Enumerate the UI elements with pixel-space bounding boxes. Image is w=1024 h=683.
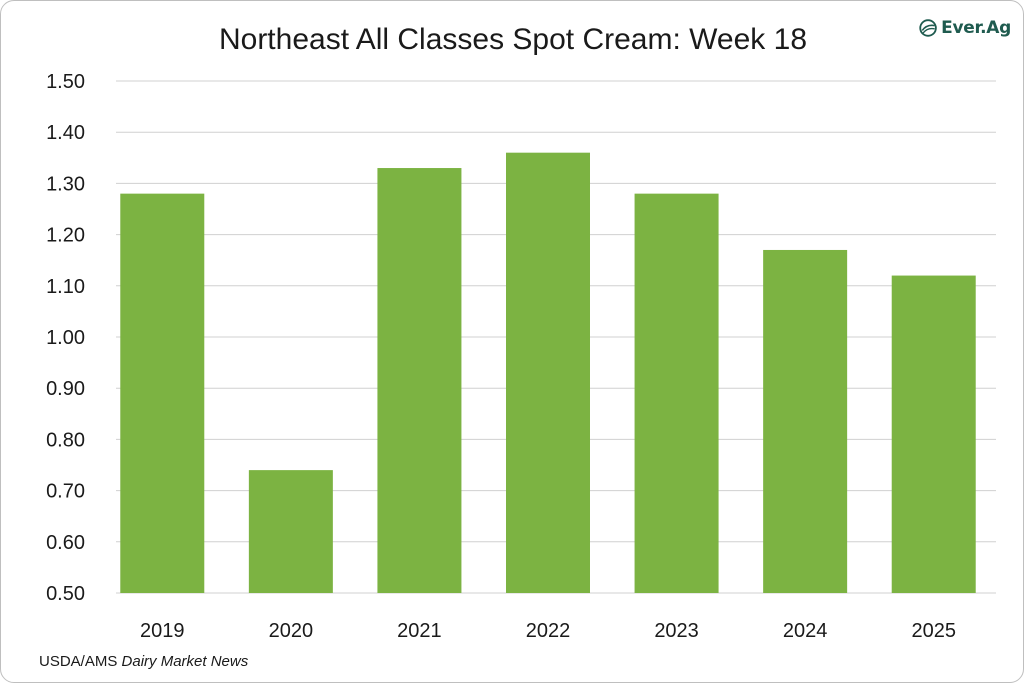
y-axis-ticks: 0.50 0.60 0.70 0.80 0.90 1.00 1.10 1.20 1.30 1.40… <box>46 71 85 605</box>
source-prefix: USDA/AMS <box>39 653 118 670</box>
y-tick-label: 1.50 <box>46 71 85 93</box>
y-tick-label: 1.00 <box>46 327 85 349</box>
y-tick-label: 1.10 <box>46 276 85 298</box>
logo-text: Ever.Ag <box>941 18 1011 38</box>
x-tick-label: 2022 <box>526 620 571 641</box>
bar-2025 <box>891 275 976 593</box>
y-tick-label: 0.80 <box>46 429 85 451</box>
bar-2023 <box>634 193 719 593</box>
ever-ag-leaf-icon <box>919 19 937 37</box>
y-tick-label: 1.30 <box>46 173 85 195</box>
x-tick-label: 2021 <box>397 620 442 641</box>
y-tick-label: 0.50 <box>46 583 85 605</box>
bar-2022 <box>506 152 590 593</box>
x-tick-label: 2020 <box>269 620 314 641</box>
x-axis-ticks: 2019 2020 2021 2022 2023 2024 2025 <box>140 620 956 641</box>
source-note: USDA/AMS Dairy Market News <box>39 653 248 670</box>
y-tick-label: 0.90 <box>46 378 85 400</box>
x-tick-label: 2023 <box>654 620 699 641</box>
bar-2019 <box>120 193 205 593</box>
y-tick-label: 1.20 <box>46 225 85 247</box>
x-tick-label: 2024 <box>783 620 828 641</box>
bar-chart: 0.50 0.60 0.70 0.80 0.90 1.00 1.10 1.20 1.30 1.40… <box>46 71 996 641</box>
source-publication: Dairy Market News <box>121 653 249 670</box>
y-tick-label: 0.70 <box>46 481 85 503</box>
x-tick-label: 2019 <box>140 620 185 641</box>
ever-ag-logo: Ever.Ag <box>919 15 1011 41</box>
bar-2024 <box>763 249 848 593</box>
bar-2021 <box>377 168 462 594</box>
y-tick-label: 0.60 <box>46 532 85 554</box>
y-tick-label: 1.40 <box>46 122 85 144</box>
x-tick-label: 2025 <box>911 620 956 641</box>
bars <box>120 152 976 594</box>
chart-title: Northeast All Classes Spot Cream: Week 1… <box>218 23 808 56</box>
bar-2020 <box>248 470 333 593</box>
